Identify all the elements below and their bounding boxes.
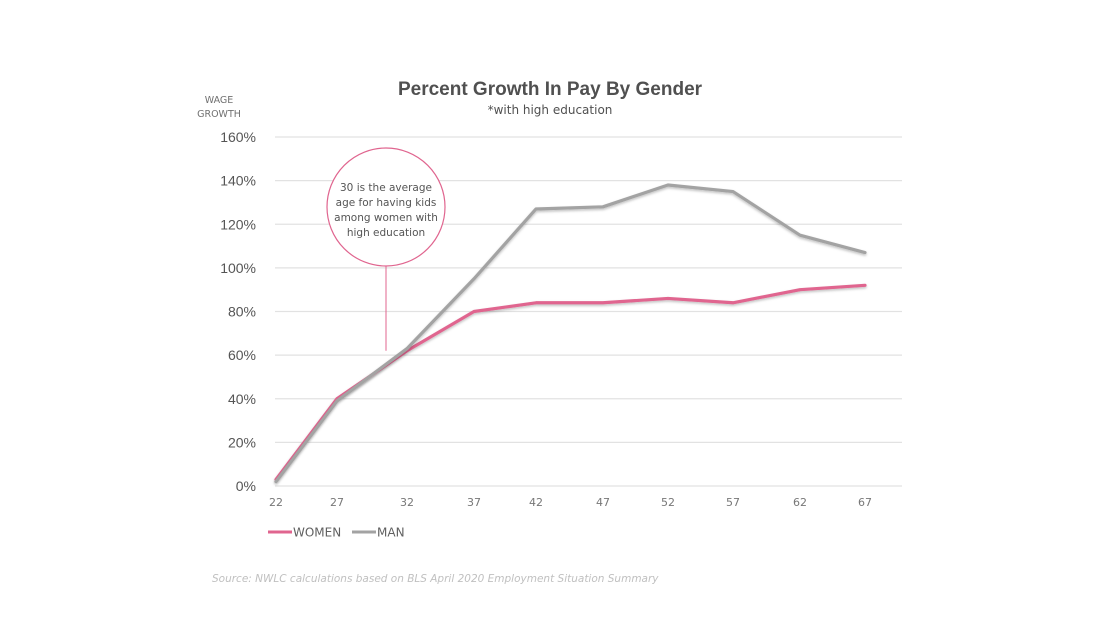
x-tick-label: 32 [400,496,414,509]
legend-label-man: MAN [377,526,405,540]
x-tick-label: 37 [467,496,481,509]
x-tick-label: 47 [596,496,610,509]
x-tick-label: 52 [661,496,675,509]
annotation-text: among women with [334,212,438,224]
y-axis-ticks: 0% 20% 40% 60% 80% 100% 120% 140% 160% [220,129,256,494]
annotation: 30 is the average age for having kids amon… [326,147,446,351]
legend-label-women: WOMEN [293,526,341,540]
x-tick-label: 22 [269,496,283,509]
y-tick-label: 20% [228,434,256,450]
source-note: Source: NWLC calculations based on BLS A… [212,573,659,585]
y-tick-label: 60% [228,347,256,363]
y-tick-label: 120% [220,216,256,232]
y-tick-label: 80% [228,304,256,320]
series-lines [274,183,867,484]
annotation-text: 30 is the average [340,182,432,194]
y-axis-label-line-2: GROWTH [197,109,241,120]
legend: WOMEN MAN [268,526,405,540]
x-axis-ticks: 22 27 32 37 42 47 52 57 62 67 [269,496,872,509]
y-tick-label: 100% [220,260,256,276]
annotation-text: age for having kids [336,197,437,209]
chart-subtitle: *with high education [488,103,613,117]
y-tick-label: 160% [220,129,256,145]
y-axis-label-line-1: WAGE [205,95,234,106]
x-tick-label: 67 [858,496,872,509]
annotation-text: high education [347,227,425,239]
x-tick-label: 62 [793,496,807,509]
x-tick-label: 42 [529,496,543,509]
chart-title: Percent Growth In Pay By Gender [398,79,703,100]
x-tick-label: 27 [330,496,344,509]
y-tick-label: 140% [220,173,256,189]
x-tick-label: 57 [726,496,740,509]
y-tick-label: 0% [236,478,256,494]
y-tick-label: 40% [228,391,256,407]
series-line-man [274,183,867,484]
